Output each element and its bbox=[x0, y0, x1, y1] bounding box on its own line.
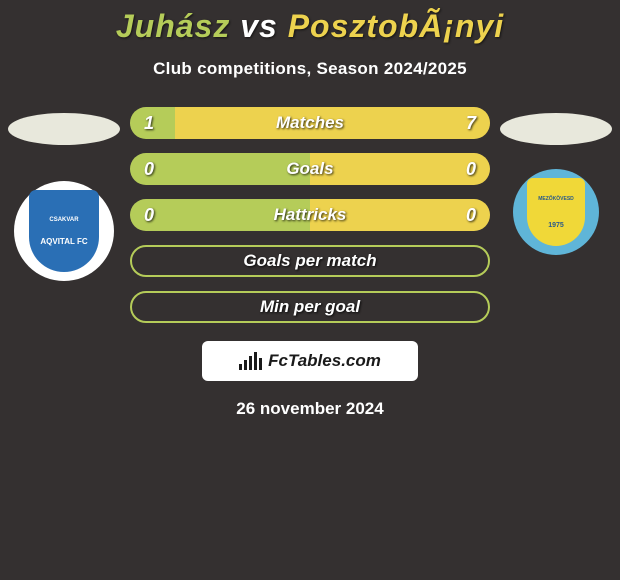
stat-row: 0 Goals 0 bbox=[130, 153, 490, 185]
player2-crest: MEZŐKÖVESD 1975 bbox=[513, 169, 599, 255]
player2-crest-inner: MEZŐKÖVESD 1975 bbox=[527, 178, 585, 246]
comparison-card: Juhász vs PosztobÃ¡nyi Club competitions… bbox=[0, 0, 620, 419]
stat-label: Min per goal bbox=[260, 297, 360, 317]
player1-crest-inner: CSAKVAR AQVITAL FC bbox=[29, 190, 99, 272]
player1-crest: CSAKVAR AQVITAL FC bbox=[14, 181, 114, 281]
stat-value-right: 7 bbox=[456, 113, 476, 134]
stat-row: 0 Hattricks 0 bbox=[130, 199, 490, 231]
crest2-line1: MEZŐKÖVESD bbox=[538, 196, 574, 202]
comparison-body: CSAKVAR AQVITAL FC 1 Matches 7 0 Goals 0 0 Hatt… bbox=[0, 107, 620, 323]
brand-badge[interactable]: FcTables.com bbox=[202, 341, 418, 381]
stat-label: Goals bbox=[286, 159, 333, 179]
stat-row-empty: Min per goal bbox=[130, 291, 490, 323]
crest1-line2: AQVITAL FC bbox=[40, 237, 87, 246]
player2-column: MEZŐKÖVESD 1975 bbox=[496, 107, 616, 255]
page-title: Juhász vs PosztobÃ¡nyi bbox=[0, 8, 620, 45]
title-player1: Juhász bbox=[116, 8, 230, 44]
title-player2: PosztobÃ¡nyi bbox=[288, 8, 504, 44]
brand-text: FcTables.com bbox=[268, 351, 381, 371]
stat-value-right: 0 bbox=[456, 159, 476, 180]
stat-value-left: 0 bbox=[144, 205, 164, 226]
stat-label: Goals per match bbox=[243, 251, 376, 271]
crest1-line1: CSAKVAR bbox=[49, 217, 78, 223]
stat-label: Matches bbox=[276, 113, 344, 133]
stat-value-right: 0 bbox=[456, 205, 476, 226]
player2-oval bbox=[500, 113, 612, 145]
stat-bars: 1 Matches 7 0 Goals 0 0 Hattricks 0 Goals per mat… bbox=[124, 107, 496, 323]
stat-row: 1 Matches 7 bbox=[130, 107, 490, 139]
date-text: 26 november 2024 bbox=[0, 399, 620, 419]
stat-value-left: 1 bbox=[144, 113, 164, 134]
bars-icon bbox=[239, 352, 262, 370]
stat-row-empty: Goals per match bbox=[130, 245, 490, 277]
crest2-line2: 1975 bbox=[548, 222, 564, 229]
stat-label: Hattricks bbox=[274, 205, 347, 225]
subtitle: Club competitions, Season 2024/2025 bbox=[0, 59, 620, 79]
title-vs: vs bbox=[240, 8, 278, 44]
player1-oval bbox=[8, 113, 120, 145]
player1-column: CSAKVAR AQVITAL FC bbox=[4, 107, 124, 281]
stat-value-left: 0 bbox=[144, 159, 164, 180]
